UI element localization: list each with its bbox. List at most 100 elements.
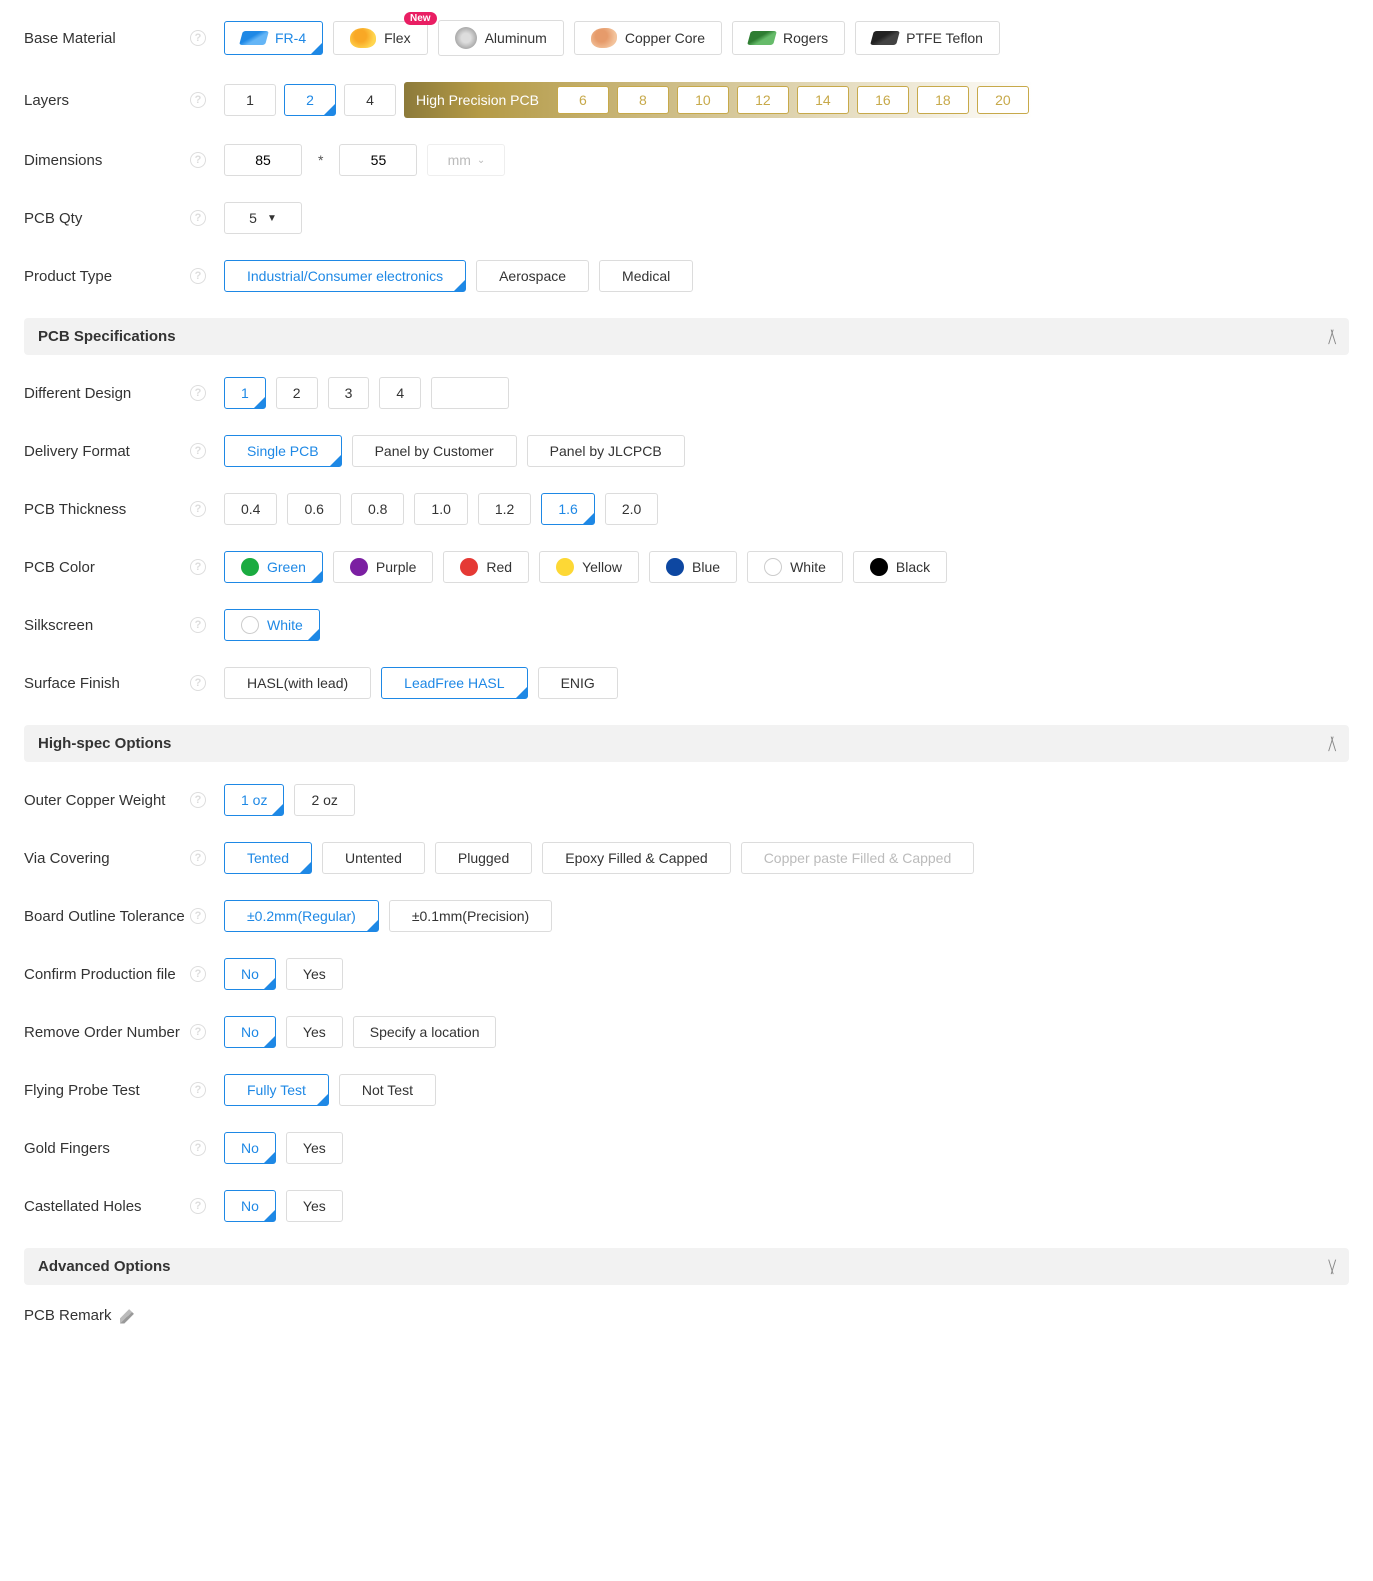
- product-type-medical[interactable]: Medical: [599, 260, 693, 292]
- help-icon[interactable]: ?: [190, 268, 206, 284]
- delivery-format-panel-by-customer[interactable]: Panel by Customer: [352, 435, 517, 467]
- base-material-aluminum[interactable]: Aluminum: [438, 20, 564, 56]
- thickness-2-0[interactable]: 2.0: [605, 493, 658, 525]
- help-icon[interactable]: ?: [190, 385, 206, 401]
- help-icon[interactable]: ?: [190, 966, 206, 982]
- diff-design-2[interactable]: 2: [276, 377, 318, 409]
- dimension-unit-select[interactable]: mm ⌄: [427, 144, 505, 176]
- via-covering-untented[interactable]: Untented: [322, 842, 425, 874]
- label-outer-copper: Outer Copper Weight: [24, 792, 165, 809]
- pcb-color-green[interactable]: Green: [224, 551, 323, 583]
- help-icon[interactable]: ?: [190, 850, 206, 866]
- outline-tolerance-0-2mm-regular[interactable]: ±0.2mm(Regular): [224, 900, 379, 932]
- help-icon[interactable]: ?: [190, 1140, 206, 1156]
- gold-fingers-no[interactable]: No: [224, 1132, 276, 1164]
- flying-probe-fully-test[interactable]: Fully Test: [224, 1074, 329, 1106]
- layer-option-20[interactable]: 20: [977, 86, 1029, 114]
- confirm-production-yes[interactable]: Yes: [286, 958, 343, 990]
- castellated-holes-no[interactable]: No: [224, 1190, 276, 1222]
- via-covering-epoxy-filled-capped[interactable]: Epoxy Filled & Capped: [542, 842, 730, 874]
- edit-icon[interactable]: [120, 1308, 136, 1324]
- help-icon[interactable]: ?: [190, 1024, 206, 1040]
- label-pcb-qty: PCB Qty: [24, 210, 82, 227]
- diff-design-1[interactable]: 1: [224, 377, 266, 409]
- base-material-flex[interactable]: FlexNew: [333, 21, 427, 55]
- diff-design-4[interactable]: 4: [379, 377, 421, 409]
- help-icon[interactable]: ?: [190, 675, 206, 691]
- thickness-0-4[interactable]: 0.4: [224, 493, 277, 525]
- delivery-format-panel-by-jlcpcb[interactable]: Panel by JLCPCB: [527, 435, 685, 467]
- pcb-color-red[interactable]: Red: [443, 551, 529, 583]
- help-icon[interactable]: ?: [190, 92, 206, 108]
- layer-option-10[interactable]: 10: [677, 86, 729, 114]
- flex-material-icon: [350, 28, 376, 48]
- pcb-color-white[interactable]: White: [747, 551, 843, 583]
- option-label: Specify a location: [370, 1024, 480, 1040]
- gold-fingers-yes[interactable]: Yes: [286, 1132, 343, 1164]
- help-icon[interactable]: ?: [190, 617, 206, 633]
- base-material-rogers[interactable]: Rogers: [732, 21, 845, 55]
- layer-option-1[interactable]: 1: [224, 84, 276, 116]
- product-type-aerospace[interactable]: Aerospace: [476, 260, 589, 292]
- layer-option-8[interactable]: 8: [617, 86, 669, 114]
- help-icon[interactable]: ?: [190, 210, 206, 226]
- remove-order-number-yes[interactable]: Yes: [286, 1016, 343, 1048]
- help-icon[interactable]: ?: [190, 30, 206, 46]
- layer-option-14[interactable]: 14: [797, 86, 849, 114]
- layer-option-16[interactable]: 16: [857, 86, 909, 114]
- option-label: 2: [293, 385, 301, 401]
- section-advanced-options[interactable]: Advanced Options ╲╱: [24, 1248, 1349, 1285]
- pcb-color-blue[interactable]: Blue: [649, 551, 737, 583]
- layer-option-12[interactable]: 12: [737, 86, 789, 114]
- layer-option-18[interactable]: 18: [917, 86, 969, 114]
- thickness-1-0[interactable]: 1.0: [414, 493, 467, 525]
- thickness-0-6[interactable]: 0.6: [287, 493, 340, 525]
- remove-order-number-no[interactable]: No: [224, 1016, 276, 1048]
- delivery-format-single-pcb[interactable]: Single PCB: [224, 435, 342, 467]
- flying-probe-not-test[interactable]: Not Test: [339, 1074, 436, 1106]
- option-label: Panel by Customer: [375, 443, 494, 459]
- help-icon[interactable]: ?: [190, 501, 206, 517]
- diff-design-3[interactable]: 3: [328, 377, 370, 409]
- via-covering-tented[interactable]: Tented: [224, 842, 312, 874]
- thickness-1-2[interactable]: 1.2: [478, 493, 531, 525]
- section-pcb-specifications[interactable]: PCB Specifications ╱╲: [24, 318, 1349, 355]
- dimension-width-input[interactable]: [224, 144, 302, 176]
- remove-order-number-specify-a-location[interactable]: Specify a location: [353, 1016, 497, 1048]
- silkscreen-white[interactable]: White: [224, 609, 320, 641]
- via-covering-plugged[interactable]: Plugged: [435, 842, 532, 874]
- base-material-fr-4[interactable]: FR-4: [224, 21, 323, 55]
- surface-finish-leadfree-hasl[interactable]: LeadFree HASL: [381, 667, 527, 699]
- layer-option-2[interactable]: 2: [284, 84, 336, 116]
- outline-tolerance-0-1mm-precision[interactable]: ±0.1mm(Precision): [389, 900, 552, 932]
- pcb-color-purple[interactable]: Purple: [333, 551, 433, 583]
- surface-finish-hasl-with-lead[interactable]: HASL(with lead): [224, 667, 371, 699]
- base-material-ptfe-teflon[interactable]: PTFE Teflon: [855, 21, 1000, 55]
- option-label: Yes: [303, 1024, 326, 1040]
- confirm-production-no[interactable]: No: [224, 958, 276, 990]
- outer-copper-2-oz[interactable]: 2 oz: [294, 784, 354, 816]
- base-material-copper-core[interactable]: Copper Core: [574, 21, 722, 55]
- row-via-covering: Via Covering ? TentedUntentedPluggedEpox…: [24, 842, 1349, 874]
- layer-option-6[interactable]: 6: [557, 86, 609, 114]
- diff-design-idx4[interactable]: [431, 377, 509, 409]
- help-icon[interactable]: ?: [190, 792, 206, 808]
- thickness-0-8[interactable]: 0.8: [351, 493, 404, 525]
- help-icon[interactable]: ?: [190, 1082, 206, 1098]
- help-icon[interactable]: ?: [190, 152, 206, 168]
- help-icon[interactable]: ?: [190, 908, 206, 924]
- help-icon[interactable]: ?: [190, 1198, 206, 1214]
- pcb-color-yellow[interactable]: Yellow: [539, 551, 639, 583]
- pcb-color-black[interactable]: Black: [853, 551, 947, 583]
- castellated-holes-yes[interactable]: Yes: [286, 1190, 343, 1222]
- help-icon[interactable]: ?: [190, 559, 206, 575]
- outer-copper-1-oz[interactable]: 1 oz: [224, 784, 284, 816]
- help-icon[interactable]: ?: [190, 443, 206, 459]
- layer-option-4[interactable]: 4: [344, 84, 396, 116]
- dimension-height-input[interactable]: [339, 144, 417, 176]
- section-high-spec-options[interactable]: High-spec Options ╱╲: [24, 725, 1349, 762]
- pcb-qty-select[interactable]: 5 ▼: [224, 202, 302, 234]
- thickness-1-6[interactable]: 1.6: [541, 493, 594, 525]
- surface-finish-enig[interactable]: ENIG: [538, 667, 618, 699]
- product-type-industrial-consumer-electronics[interactable]: Industrial/Consumer electronics: [224, 260, 466, 292]
